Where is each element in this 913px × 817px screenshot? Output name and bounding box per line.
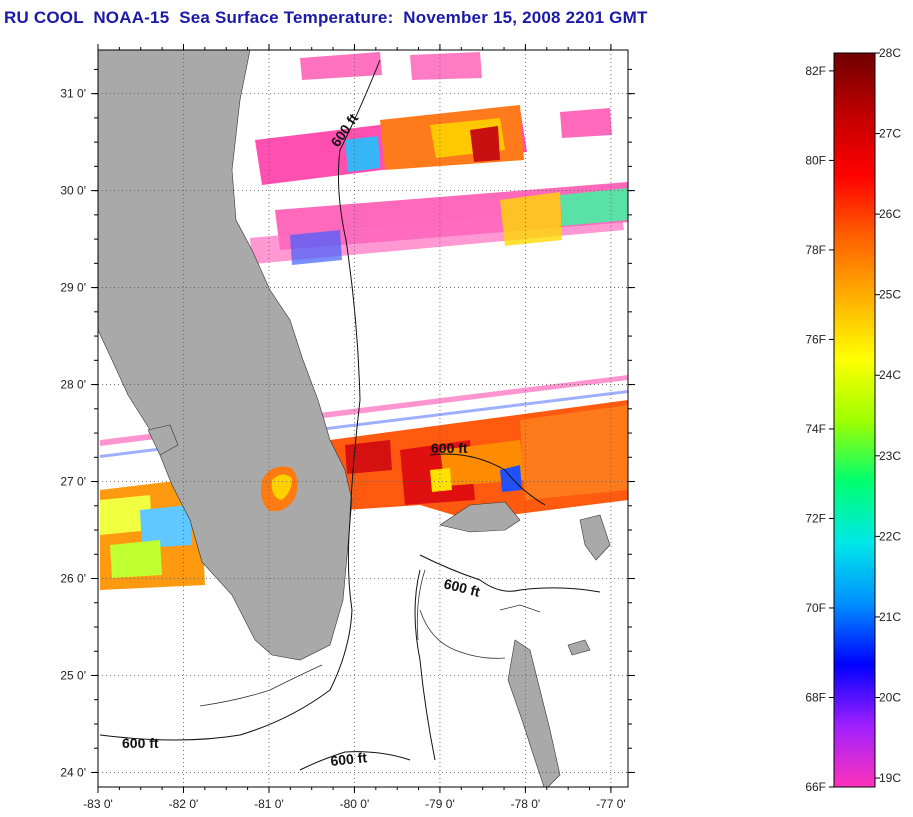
contour-label-600ft-south: 600 ft [330, 749, 368, 769]
lat-tick-label: 25 0' [60, 668, 86, 682]
colorbar-c-label: 24C [879, 368, 901, 382]
bahamas-land [439, 501, 611, 787]
lon-tick-label: -79 0' [425, 797, 455, 811]
lake-okeechobee [260, 466, 298, 512]
lat-tick-label: 30 0' [60, 184, 86, 198]
colorbar-celsius-labels: 28C 27C 26C 25C 24C 23C 22C 21C 20C 19C [879, 46, 901, 785]
colorbar-f-label: 74F [805, 422, 826, 436]
lat-tick-label: 29 0' [60, 281, 86, 295]
axis-ticks [91, 44, 635, 793]
colorbar-f-label: 72F [805, 511, 826, 525]
lon-tick-label: -78 0' [511, 797, 541, 811]
lon-tick-label: -83 0' [83, 797, 113, 811]
lat-tick-label: 31 0' [60, 87, 86, 101]
colorbar-f-label: 80F [805, 153, 826, 167]
colorbar-f-label: 76F [805, 332, 826, 346]
colorbar-f-label: 82F [805, 64, 826, 78]
lat-tick-label: 28 0' [60, 378, 86, 392]
latitude-tick-labels: 31 0' 30 0' 29 0' 28 0' 27 0' 26 0' 25 0' 24 0' [60, 87, 86, 780]
colorbar-c-label: 21C [879, 610, 901, 624]
colorbar-c-label: 19C [879, 771, 901, 785]
lat-tick-label: 27 0' [60, 475, 86, 489]
lon-tick-label: -82 0' [169, 797, 199, 811]
graticule-lat [98, 93, 628, 773]
map-title: RU COOL NOAA-15 Sea Surface Temperature:… [4, 8, 648, 27]
contour-label-600ft-central: 600 ft [431, 440, 468, 456]
plot-frame [97, 49, 629, 788]
colorbar-f-label: 66F [805, 780, 826, 794]
contour-label-600ft-southwest: 600 ft [122, 735, 159, 751]
colorbar-c-label: 23C [879, 449, 901, 463]
colorbar-c-label: 27C [879, 127, 901, 141]
colorbar-c-label: 20C [879, 690, 901, 704]
sst-swath-north [250, 52, 628, 265]
depth-contour-lines [99, 59, 601, 771]
colorbar-f-label: 78F [805, 243, 826, 257]
longitude-tick-labels: -83 0' -82 0' -81 0' -80 0' -79 0' -78 0' -77 … [83, 797, 626, 811]
colorbar-f-label: 68F [805, 690, 826, 704]
colorbar-fahrenheit-labels: 82F 80F 78F 76F 74F 72F 70F 68F 66F [805, 64, 826, 794]
colorbar-c-label: 25C [879, 288, 901, 302]
colorbar-f-label: 70F [805, 601, 826, 615]
florida-land [98, 50, 353, 661]
lat-tick-label: 26 0' [60, 572, 86, 586]
lon-tick-label: -81 0' [254, 797, 284, 811]
colorbar-c-label: 26C [879, 207, 901, 221]
keys-and-islands [199, 569, 541, 707]
graticule-lon [98, 50, 612, 787]
colorbar-c-label: 28C [879, 46, 901, 60]
colorbar-c-label: 22C [879, 529, 901, 543]
lon-tick-label: -80 0' [340, 797, 370, 811]
colorbar-ticks [829, 52, 880, 788]
colorbar [833, 52, 876, 788]
lon-tick-label: -77 0' [596, 797, 626, 811]
lat-tick-label: 24 0' [60, 765, 86, 779]
